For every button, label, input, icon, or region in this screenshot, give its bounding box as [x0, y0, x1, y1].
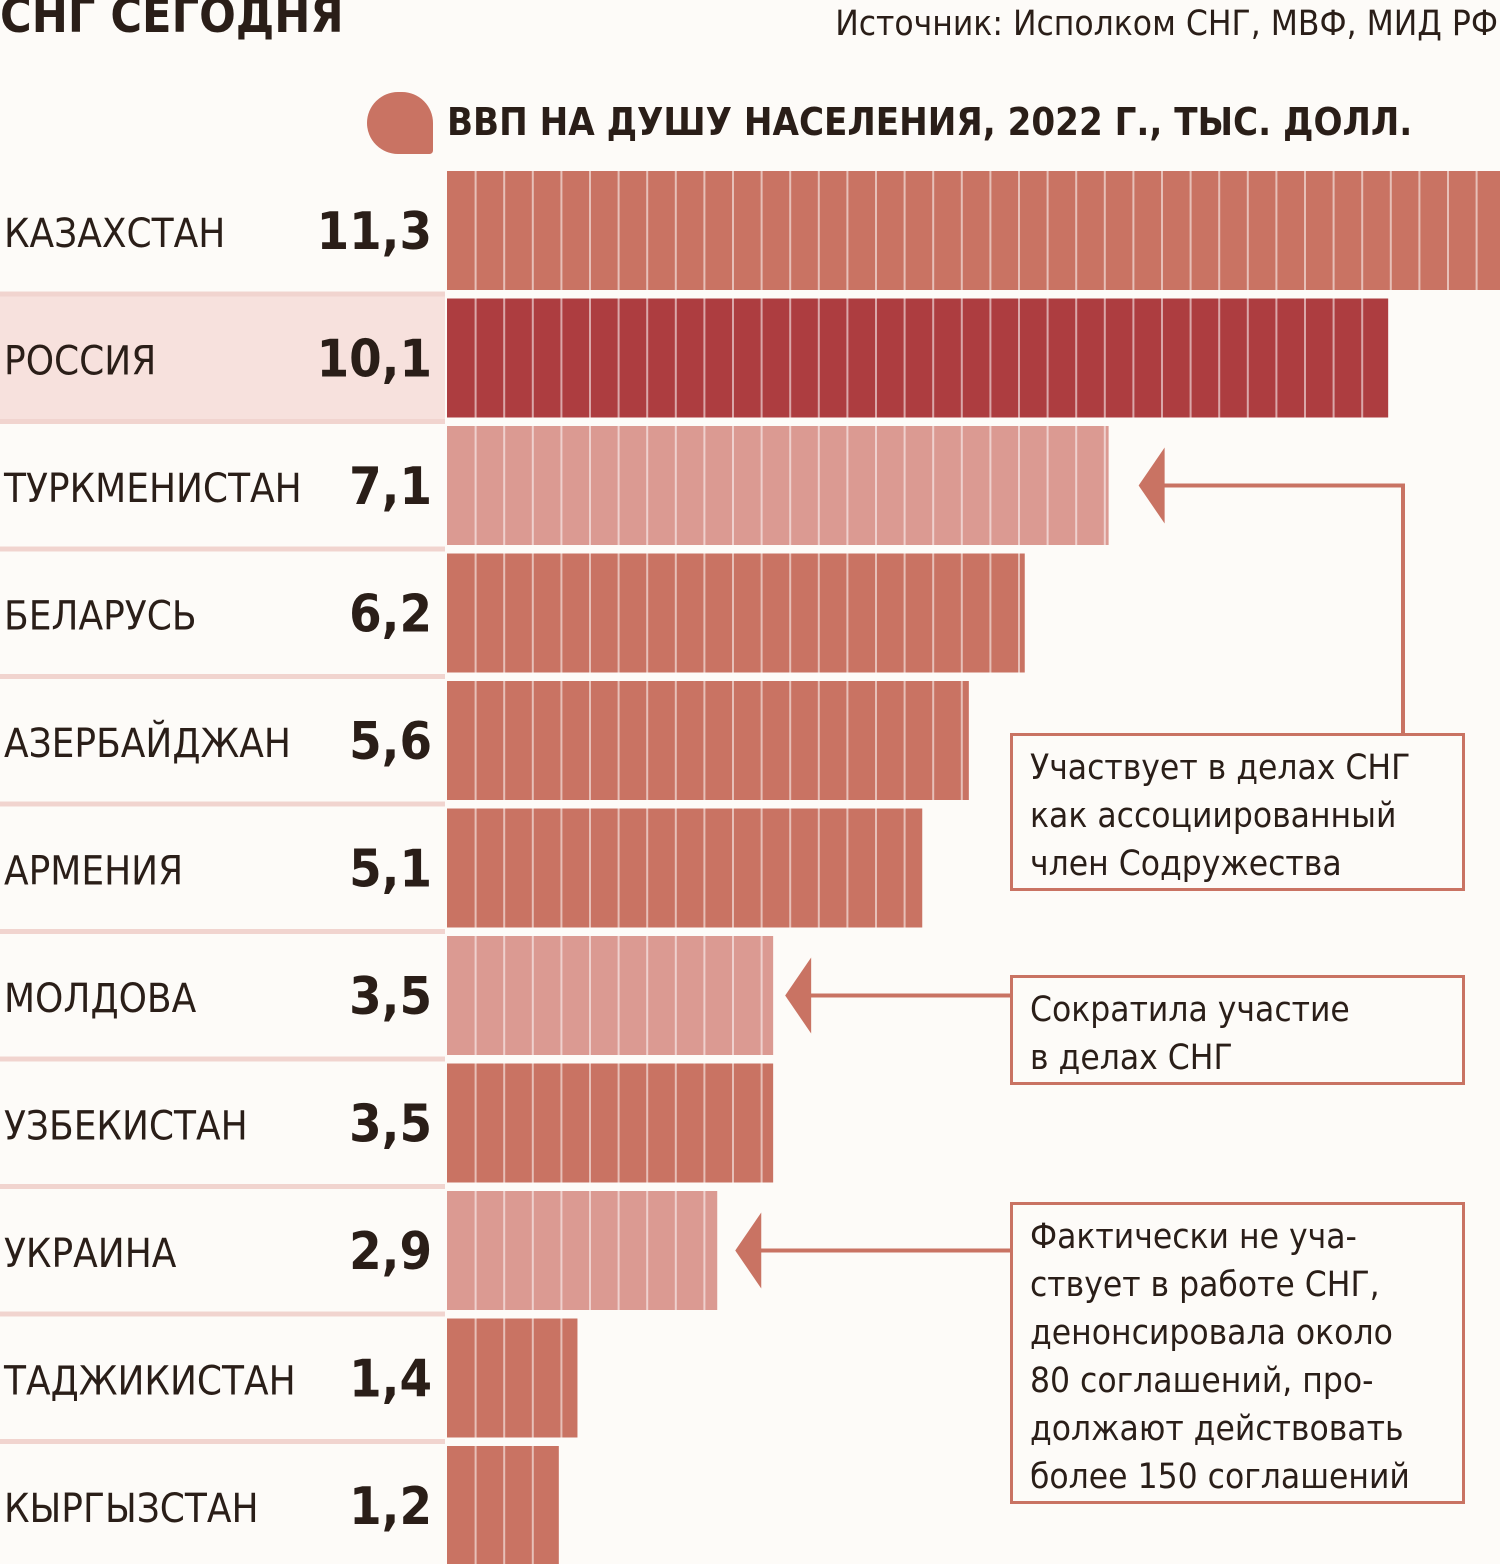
category-label: УЗБЕКИСТАН — [4, 1103, 248, 1149]
callout-line: более 150 соглашений — [1030, 1457, 1410, 1497]
bar-segments — [474, 171, 1478, 290]
row-separator — [0, 1439, 445, 1444]
value-label: 11,3 — [317, 202, 432, 262]
category-label: БЕЛАРУСЬ — [4, 593, 197, 639]
row-separator — [0, 674, 445, 679]
annotation-arrowhead — [735, 1212, 762, 1289]
bar-7 — [447, 936, 774, 1055]
row-separator — [0, 1311, 445, 1317]
category-label: КЫРГЫЗСТАН — [4, 1486, 259, 1532]
bar-segments — [474, 426, 1106, 545]
bar-11 — [447, 1446, 559, 1564]
callout-line: Фактически не уча- — [1030, 1217, 1357, 1257]
callout-line: Сократила участие — [1030, 990, 1350, 1030]
value-label: 5,6 — [349, 712, 432, 772]
source-note: Источник: Исполком СНГ, МВФ, МИД РФ — [835, 4, 1498, 44]
bar-segments — [474, 1318, 563, 1438]
chart-title: ВВП НА ДУШУ НАСЕЛЕНИЯ, 2022 Г., ТЫС. ДОЛ… — [447, 100, 1413, 144]
bar-segments — [474, 298, 1364, 418]
callout-not-participating: Фактически не уча- ствует в работе СНГ, … — [1010, 1202, 1465, 1504]
value-label: 1,2 — [349, 1477, 432, 1537]
page-title: СНГ СЕГОДНЯ — [0, 0, 344, 44]
row-separator — [0, 546, 445, 552]
bar-1 — [447, 171, 1500, 290]
value-label: 1,4 — [349, 1349, 432, 1409]
bar-8 — [447, 1063, 774, 1183]
callout-line: ствует в работе СНГ, — [1030, 1265, 1380, 1305]
value-label: 3,5 — [349, 967, 432, 1027]
bar-9 — [447, 1191, 718, 1310]
category-label: МОЛДОВА — [4, 976, 197, 1022]
callout-line: должают действовать — [1030, 1409, 1404, 1449]
row-separator — [0, 801, 445, 807]
bar-2 — [447, 298, 1389, 418]
value-label: 2,9 — [349, 1222, 432, 1282]
value-label: 5,1 — [349, 839, 432, 899]
callout-line: Участвует в делах СНГ — [1030, 748, 1411, 788]
bar-3 — [447, 426, 1109, 545]
bar-segments — [474, 1063, 763, 1183]
value-label: 10,1 — [317, 329, 432, 389]
row-separator — [0, 419, 445, 424]
category-label: КАЗАХСТАН — [4, 211, 225, 257]
bar-segments — [474, 936, 763, 1055]
bar-segments — [474, 1191, 706, 1310]
bar-segments — [474, 1446, 534, 1564]
value-label: 3,5 — [349, 1094, 432, 1154]
annotation-arrowhead — [785, 957, 812, 1034]
row-separator — [0, 929, 445, 934]
callout-line: член Содружества — [1030, 844, 1342, 884]
legend-marker — [367, 92, 433, 154]
row-separator — [0, 1056, 445, 1062]
callout-line: в делах СНГ — [1030, 1038, 1233, 1078]
category-label: УКРАИНА — [4, 1231, 177, 1277]
bar-6 — [447, 808, 923, 928]
bar-5 — [447, 681, 969, 800]
category-label: АЗЕРБАЙДЖАН — [4, 719, 291, 767]
bar-10 — [447, 1318, 578, 1438]
highlight-row-bg — [0, 295, 445, 419]
callout-line: как ассоциированный — [1030, 796, 1397, 836]
value-label: 6,2 — [349, 584, 432, 644]
bar-segments — [474, 681, 963, 800]
callout-line: 80 соглашений, про- — [1030, 1361, 1374, 1401]
annotation-arrowhead — [1138, 447, 1165, 524]
category-label: АРМЕНИЯ — [4, 848, 183, 894]
bar-4 — [447, 553, 1025, 673]
category-label: ТУРКМЕНИСТАН — [3, 466, 302, 512]
category-label: ТАДЖИКИСТАН — [3, 1358, 296, 1404]
annotation-connector — [1158, 483, 1405, 735]
callout-line: денонсировала около — [1030, 1313, 1393, 1353]
bar-segments — [474, 553, 1020, 673]
row-separator — [0, 1184, 445, 1189]
callout-associate-member: Участвует в делах СНГ как ассоциированны… — [1010, 733, 1465, 891]
bar-segments — [474, 808, 906, 928]
value-label: 7,1 — [349, 457, 432, 517]
row-separator — [0, 291, 445, 297]
callout-reduced-participation: Сократила участие в делах СНГ — [1010, 975, 1465, 1085]
category-label: РОССИЯ — [4, 338, 156, 384]
